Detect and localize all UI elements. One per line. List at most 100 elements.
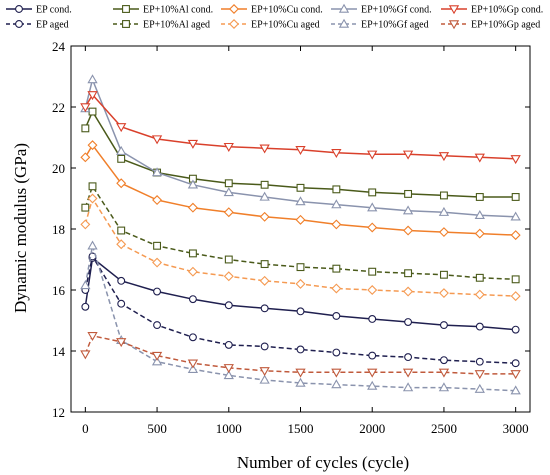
data-point xyxy=(331,283,342,294)
data-point xyxy=(438,227,449,238)
data-point xyxy=(296,183,305,192)
data-point xyxy=(402,205,414,215)
legend-label: EP+10%Al cond. xyxy=(143,5,213,16)
data-point xyxy=(223,207,234,218)
data-point xyxy=(295,368,306,378)
x-tick-label: 500 xyxy=(147,421,167,436)
x-axis-title: Number of cycles (cycle) xyxy=(237,453,409,472)
series-line xyxy=(84,255,516,364)
data-point xyxy=(260,342,269,351)
data-point xyxy=(368,351,377,360)
series-ep-10-al-cond xyxy=(81,107,520,201)
data-point xyxy=(88,182,97,191)
data-point xyxy=(80,152,91,163)
data-point xyxy=(367,150,378,160)
data-point xyxy=(367,285,378,295)
data-point xyxy=(87,74,98,84)
data-point xyxy=(116,338,127,348)
data-point xyxy=(153,241,162,250)
data-point xyxy=(368,315,377,323)
data-point xyxy=(81,203,90,212)
series-ep-10-al-aged xyxy=(81,182,520,284)
data-point xyxy=(439,270,448,279)
data-point xyxy=(332,264,341,273)
data-point xyxy=(474,383,485,393)
data-point xyxy=(117,226,126,235)
data-point xyxy=(295,278,306,289)
data-point xyxy=(475,193,484,201)
legend-swatch-marker xyxy=(15,5,23,13)
x-tick-label: 2000 xyxy=(359,421,385,436)
legend-item: EP+10%Gf cond. xyxy=(331,3,432,16)
legend-label: EP+10%Gp cond. xyxy=(471,5,543,16)
data-point xyxy=(295,377,306,387)
legend-item: EP cond. xyxy=(6,5,72,16)
data-point xyxy=(367,222,378,233)
data-point xyxy=(259,211,270,222)
data-point xyxy=(439,356,448,365)
data-point xyxy=(87,140,98,151)
data-point xyxy=(403,225,414,236)
data-point xyxy=(80,219,91,230)
legend-swatch-marker xyxy=(122,5,130,13)
data-point xyxy=(223,364,234,374)
data-point xyxy=(117,154,126,163)
plot-frame xyxy=(70,45,531,413)
series-line xyxy=(84,185,516,281)
y-tick-label: 18 xyxy=(52,222,65,237)
legend-label: EP+10%Cu aged xyxy=(251,20,320,31)
series-line xyxy=(84,335,516,375)
y-axis-title: Dynamic modulus (GPa) xyxy=(11,143,30,313)
legend-item: EP aged xyxy=(6,20,69,31)
data-point xyxy=(474,370,485,380)
data-point xyxy=(367,202,378,212)
legend-item: EP+10%Cu aged xyxy=(221,19,320,31)
data-point xyxy=(223,187,234,197)
data-point xyxy=(331,379,342,389)
data-point xyxy=(116,145,127,155)
data-point xyxy=(331,199,342,209)
data-point xyxy=(259,191,270,201)
legend-item: EP+10%Al aged xyxy=(113,20,210,31)
legend-label: EP cond. xyxy=(36,5,72,16)
legend-label: EP+10%Gp aged xyxy=(471,20,540,31)
data-point xyxy=(151,351,163,361)
data-point xyxy=(511,325,520,334)
series-line xyxy=(84,78,516,218)
data-point xyxy=(510,155,521,165)
data-point xyxy=(260,260,269,269)
legend-item: EP+10%Gf aged xyxy=(331,18,429,31)
data-point xyxy=(404,318,413,326)
legend-swatch-marker xyxy=(229,19,239,29)
x-tick-label: 0 xyxy=(82,421,89,436)
data-point xyxy=(87,91,98,101)
data-point xyxy=(224,179,233,188)
y-tick-label: 16 xyxy=(52,283,66,298)
y-tick-label: 24 xyxy=(52,39,66,54)
data-point xyxy=(511,193,520,201)
data-point xyxy=(187,202,198,213)
data-point xyxy=(474,153,485,163)
data-point xyxy=(223,370,234,380)
series-area xyxy=(80,74,521,395)
data-point xyxy=(475,322,484,331)
legend-swatch-marker xyxy=(229,4,239,14)
data-point xyxy=(116,178,127,189)
data-point xyxy=(224,340,233,349)
data-point xyxy=(474,228,485,239)
data-point xyxy=(510,370,521,380)
axes: 0 500 1000 1500 2000 2500 3000 12 14 16 18 20 22 24 xyxy=(52,39,531,436)
data-point xyxy=(438,288,449,299)
series-ep-aged xyxy=(81,252,520,368)
data-point xyxy=(188,333,197,342)
data-point xyxy=(296,345,305,354)
legend-item: EP+10%Al cond. xyxy=(113,5,213,16)
data-point xyxy=(331,368,342,378)
data-point xyxy=(153,321,162,330)
data-point xyxy=(88,107,97,116)
series-line xyxy=(84,110,516,198)
data-point xyxy=(259,374,270,384)
data-point xyxy=(295,196,306,206)
data-point xyxy=(510,291,521,302)
